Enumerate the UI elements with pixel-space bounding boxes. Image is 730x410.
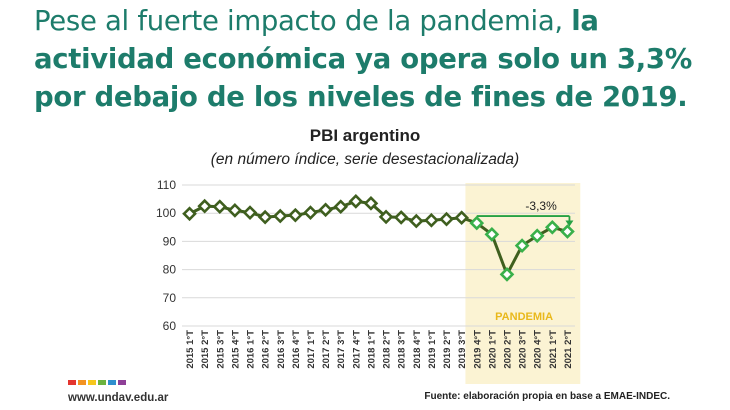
data-point [303,205,318,220]
headline-bold: la actividad económica ya opera solo un … [34,5,692,113]
x-tick-label: 2020 2°T [502,330,513,369]
data-point [424,212,439,228]
pandemic-label: PANDEMIA [495,311,553,323]
logo-square [118,380,126,385]
data-point [257,209,273,225]
x-tick-label: 2015 4°T [230,330,241,369]
y-tick-label: 80 [163,263,177,277]
x-tick-label: 2017 2°T [321,330,332,369]
x-tick-label: 2019 1°T [427,330,438,369]
x-tick-label: 2016 4°T [291,330,302,369]
x-tick-label: 2021 2°T [563,330,574,369]
source-note: Fuente: elaboración propia en base a EMA… [424,391,670,402]
annotation-label: -3,3% [525,199,557,213]
y-tick-label: 70 [163,291,177,305]
x-tick-label: 2018 2°T [382,330,393,369]
x-tick-label: 2019 4°T [472,330,483,369]
y-tick-label: 100 [156,206,176,220]
data-point [227,203,243,218]
y-tick-label: 110 [157,178,176,192]
x-tick-label: 2020 4°T [533,330,544,369]
x-tick-label: 2015 1°T [185,330,196,369]
data-point [408,213,424,229]
data-point [212,199,228,215]
data-point [197,198,213,214]
x-tick-label: 2017 4°T [351,330,362,369]
logo-square [78,380,86,385]
x-tick-label: 2018 3°T [397,330,408,369]
data-point [348,194,364,209]
website-url[interactable]: www.undav.edu.ar [68,392,169,404]
y-tick-label: 60 [163,319,177,333]
data-point [242,205,258,220]
data-point [318,202,333,218]
data-point [288,207,303,223]
data-point [363,195,379,211]
data-point [182,206,197,222]
data-point [393,210,409,225]
x-tick-label: 2019 3°T [457,330,468,369]
data-point [544,219,560,235]
x-tick-label: 2015 3°T [215,330,226,369]
y-tick-label: 90 [163,234,177,248]
x-tick-label: 2016 3°T [276,330,287,369]
x-tick-label: 2021 1°T [548,330,559,369]
data-point [514,238,530,253]
data-point [529,228,545,244]
logo-square [108,380,116,385]
data-point [469,215,485,231]
data-point [272,208,288,224]
data-point [484,227,500,242]
logo-square [68,380,76,385]
data-point [378,209,394,225]
chart-title: PBI argentino [309,126,421,145]
x-tick-label: 2016 1°T [246,330,257,369]
x-tick-label: 2018 4°T [412,330,423,369]
data-point [560,224,575,239]
chart-subtitle: (en número índice, serie desestacionaliz… [210,151,520,168]
headline-light: Pese al fuerte impacto de la pandemia, [34,5,572,37]
x-tick-label: 2019 2°T [442,330,453,369]
data-point [439,211,454,227]
logo-square [88,380,96,385]
annotation-arrow-head [565,220,574,227]
x-tick-label: 2020 1°T [487,330,498,369]
data-point [333,199,349,215]
x-tick-label: 2018 1°T [366,330,377,369]
undav-logo [68,380,128,386]
x-tick-label: 2017 1°T [306,330,317,369]
logo-square [98,380,106,385]
x-tick-label: 2017 3°T [336,330,347,369]
data-point [454,210,469,226]
headline: Pese al fuerte impacto de la pandemia, l… [34,2,724,116]
data-point [499,267,515,282]
x-tick-label: 2020 3°T [518,330,529,369]
x-tick-label: 2016 2°T [261,330,272,369]
x-tick-label: 2015 2°T [200,330,211,369]
